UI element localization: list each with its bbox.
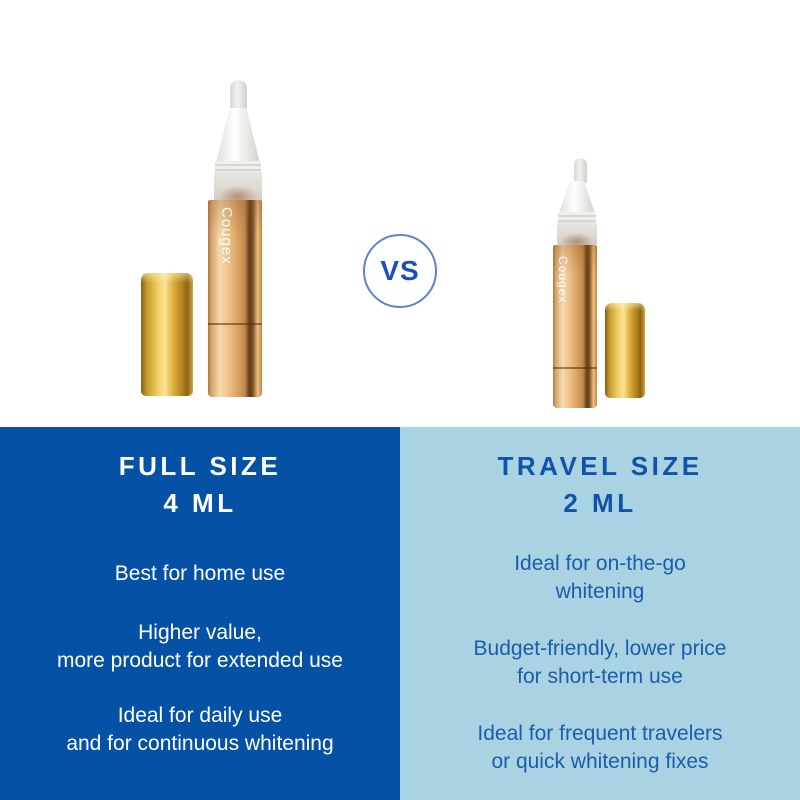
travel-size-benefit-2: Budget-friendly, lower price for short-t… [473,637,727,688]
travel-size-pen-brush-tip-icon [574,158,587,183]
full-size-pen-applicator-cone [216,108,260,163]
travel-size-panel-title: TRAVEL SIZE 2 ML [400,448,800,522]
travel-size-pen-brand-label: Cougex [556,256,570,304]
vs-badge: VS [363,234,437,308]
full-size-panel: FULL SIZE 4 ML Best for home use Higher … [0,427,400,800]
full-size-benefit-1: Best for home use [114,562,286,585]
travel-size-pen-seam [553,367,597,369]
full-size-pen-gel-chamber [214,172,262,201]
travel-size-pen-collar [558,212,596,223]
travel-size-title-line1: TRAVEL SIZE [497,451,703,481]
full-size-pen-body [208,200,262,397]
travel-size-pen-body [553,245,597,408]
full-size-benefit-3: Ideal for daily use and for continuous w… [66,704,334,755]
travel-size-title-line2: 2 ML [563,488,637,518]
full-size-panel-title: FULL SIZE 4 ML [0,448,400,522]
travel-size-panel: TRAVEL SIZE 2 ML Ideal for on-the-go whi… [400,427,800,800]
travel-size-benefit-1: Ideal for on-the-go whitening [514,552,686,603]
full-size-title-line2: 4 ML [163,488,237,518]
full-size-pen-brush-tip-icon [230,80,247,110]
travel-size-pen-applicator-cone [559,181,595,213]
travel-size-benefit-3: Ideal for frequent travelers or quick wh… [477,722,723,773]
comparison-panels: FULL SIZE 4 ML Best for home use Higher … [0,427,800,800]
full-size-pen-collar [215,161,261,174]
full-size-benefit-2: Higher value, more product for extended … [56,621,343,672]
full-size-pen-seam [208,323,262,325]
full-size-pen-cap [141,273,193,396]
travel-size-pen-gel-chamber [557,222,597,245]
full-size-title-line1: FULL SIZE [118,451,282,481]
travel-size-pen-cap [605,303,645,398]
full-size-pen-brand-label: Cougex [218,207,235,265]
